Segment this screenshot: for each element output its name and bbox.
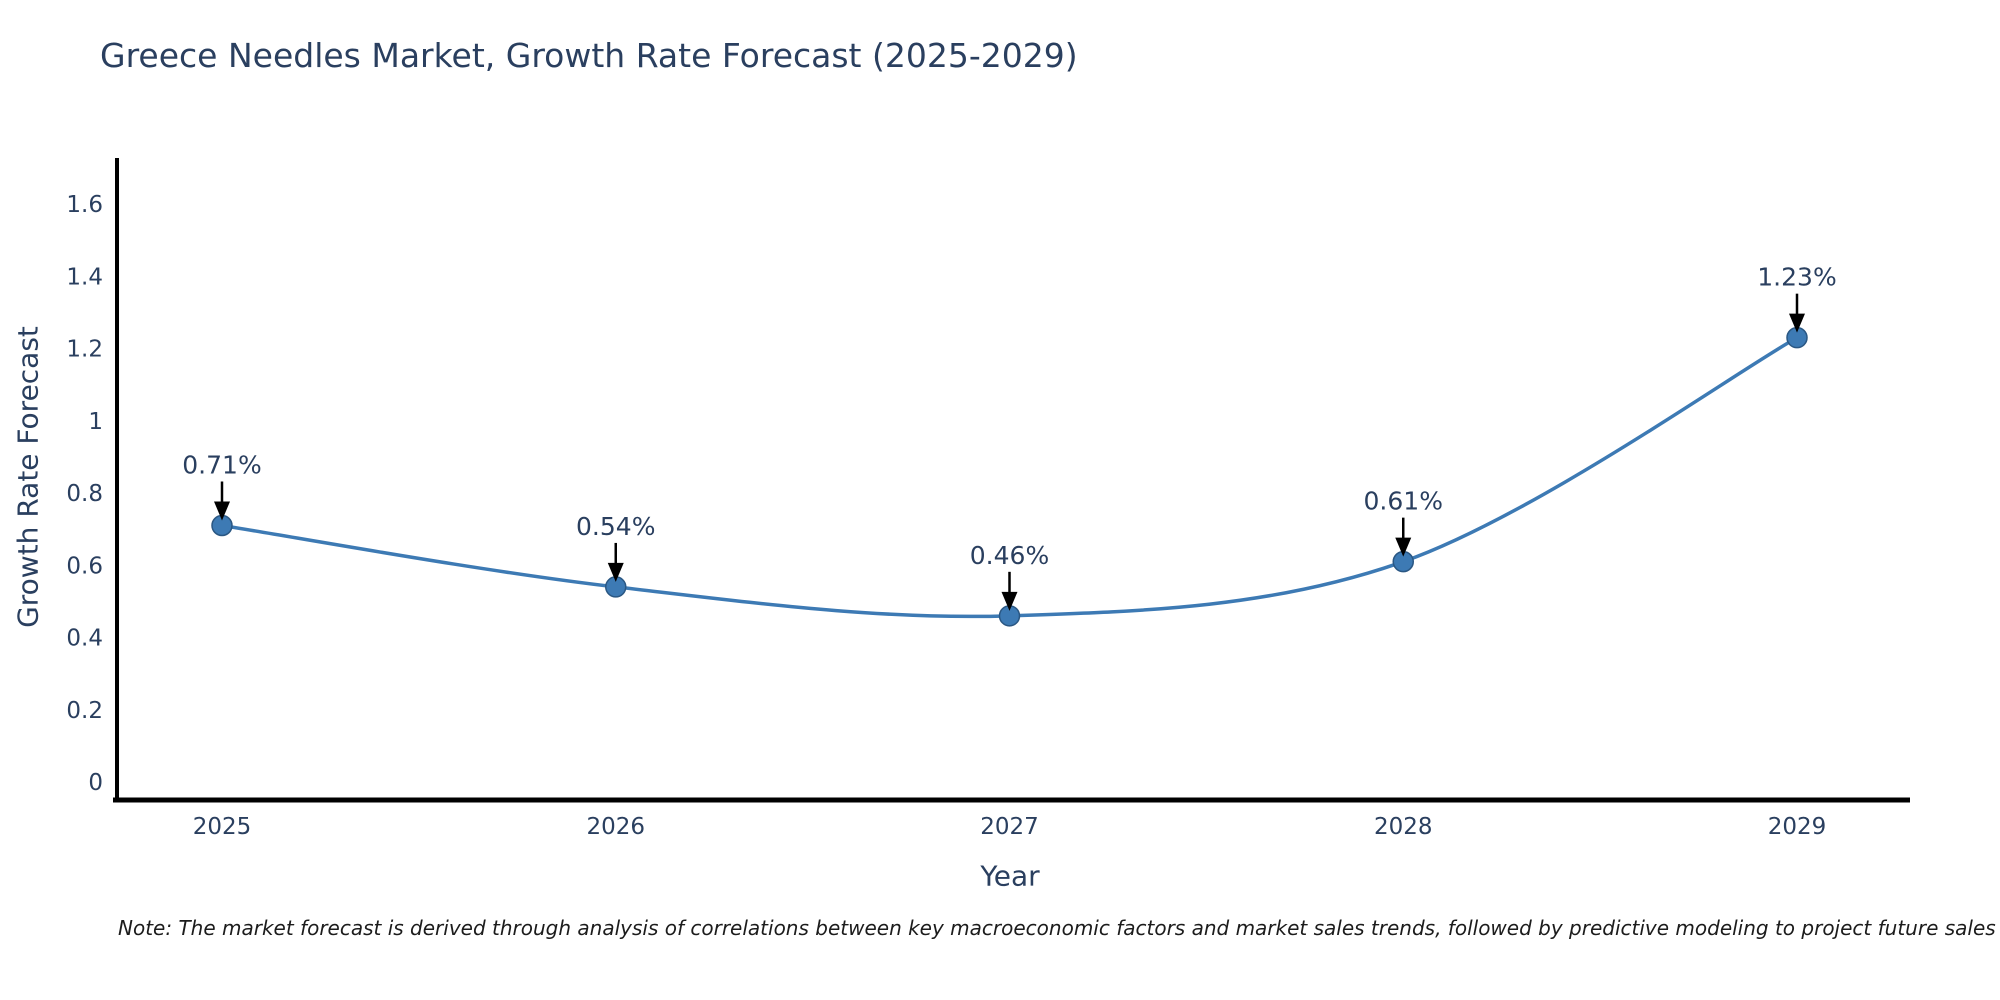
annotation-arrowhead bbox=[214, 501, 230, 521]
footnote-text: Note: The market forecast is derived thr… bbox=[118, 916, 1996, 940]
annotation-arrowhead bbox=[607, 562, 624, 582]
x-tick-label: 2025 bbox=[193, 814, 252, 840]
data-point-label: 0.54% bbox=[576, 512, 655, 541]
x-tick-label: 2029 bbox=[1768, 814, 1827, 840]
x-axis-title: Year bbox=[980, 859, 1040, 893]
data-point-label: 0.46% bbox=[970, 541, 1049, 570]
data-point-label: 1.23% bbox=[1757, 263, 1836, 292]
y-tick-label: 0.2 bbox=[66, 698, 103, 724]
y-tick-label: 0.4 bbox=[66, 626, 103, 652]
y-tick-label: 1.2 bbox=[66, 337, 103, 363]
chart-title: Greece Needles Market, Growth Rate Forec… bbox=[100, 36, 1078, 75]
annotation-arrowhead bbox=[1001, 591, 1018, 611]
y-tick-label: 1 bbox=[88, 409, 103, 435]
y-tick-label: 1.6 bbox=[66, 192, 103, 218]
y-tick-label: 0 bbox=[88, 770, 103, 796]
data-point-label: 0.71% bbox=[182, 451, 261, 480]
x-tick-label: 2026 bbox=[586, 814, 645, 840]
x-tick-label: 2027 bbox=[980, 814, 1039, 840]
y-tick-label: 1.4 bbox=[66, 264, 103, 290]
y-tick-label: 0.8 bbox=[66, 481, 103, 507]
x-tick-label: 2028 bbox=[1374, 814, 1433, 840]
annotation-arrowhead bbox=[1789, 313, 1805, 333]
y-tick-label: 0.6 bbox=[66, 553, 103, 579]
data-point-label: 0.61% bbox=[1364, 487, 1443, 516]
annotation-arrowhead bbox=[1395, 537, 1412, 557]
